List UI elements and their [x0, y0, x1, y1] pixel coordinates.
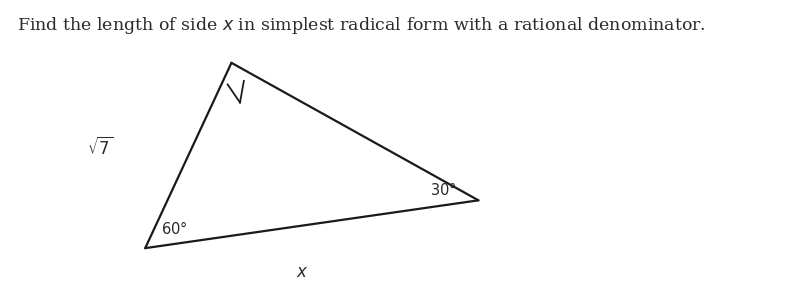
Text: Find the length of side $x$ in simplest radical form with a rational denominator: Find the length of side $x$ in simplest … [18, 15, 706, 36]
Text: $x$: $x$ [296, 264, 308, 281]
Text: $60°$: $60°$ [161, 220, 187, 237]
Text: $30°$: $30°$ [430, 181, 456, 198]
Text: $\sqrt{7}$: $\sqrt{7}$ [87, 137, 114, 159]
